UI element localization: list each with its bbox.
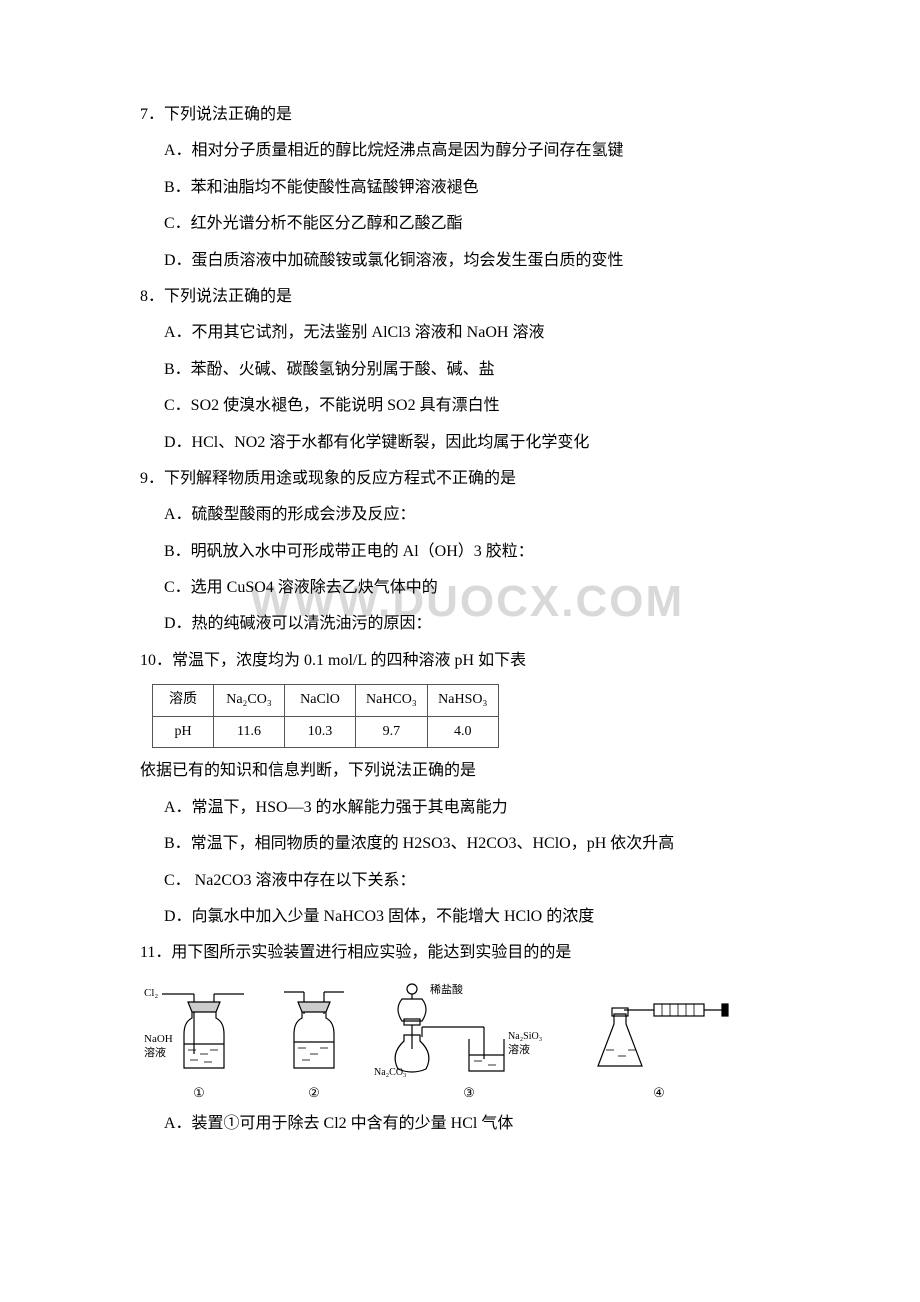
table-cell: Na₂CO₃ (214, 685, 285, 717)
fig2-number: ② (274, 1081, 354, 1106)
apparatus-2-icon (274, 984, 354, 1079)
q10-opt-d: D．向氯水中加入少量 NaHCO3 固体，不能增大 HClO 的浓度 (140, 902, 780, 932)
q10-opt-b: B．常温下，相同物质的量浓度的 H2SO3、H2CO3、HClO，pH 依次升高 (140, 829, 780, 859)
fig1-number: ① (144, 1081, 254, 1106)
q9-opt-c: C．选用 CuSO4 溶液除去乙炔气体中的 (140, 573, 780, 603)
table-cell: 9.7 (356, 716, 428, 748)
q9-opt-d: D．热的纯碱液可以清洗油污的原因： (140, 609, 780, 639)
q11-opt-a: A．装置①可用于除去 Cl2 中含有的少量 HCl 气体 (140, 1109, 780, 1139)
q10-lead: 依据已有的知识和信息判断，下列说法正确的是 (140, 756, 780, 786)
table-cell: 4.0 (427, 716, 498, 748)
q8-opt-b: B．苯酚、火碱、碳酸氢钠分别属于酸、碱、盐 (140, 355, 780, 385)
q7-opt-d: D．蛋白质溶液中加硫酸铵或氯化铜溶液，均会发生蛋白质的变性 (140, 246, 780, 276)
apparatus-2: ② (274, 984, 354, 1106)
table-row-header: pH (153, 716, 214, 748)
table-cell: 10.3 (285, 716, 356, 748)
q10-opt-c: C． Na2CO3 溶液中存在以下关系： (140, 866, 780, 896)
q9-opt-b: B．明矾放入水中可形成带正电的 Al（OH）3 胶粒： (140, 537, 780, 567)
table-col-header: 溶质 (153, 685, 214, 717)
na2co3-label: Na₂CO₃ (374, 1067, 407, 1078)
table-cell: NaHSO₃ (427, 685, 498, 717)
apparatus-4: ④ (584, 984, 734, 1106)
soln-label: 溶液 (144, 1045, 166, 1059)
apparatus-1-icon: Cl₂ NaOH 溶液 (144, 984, 254, 1079)
cl2-label: Cl₂ (144, 987, 158, 999)
table-cell: NaHCO₃ (356, 685, 428, 717)
soln2-label: 溶液 (508, 1042, 530, 1056)
q7-opt-b: B．苯和油脂均不能使酸性高锰酸钾溶液褪色 (140, 173, 780, 203)
q7-opt-c: C．红外光谱分析不能区分乙醇和乙酸乙酯 (140, 209, 780, 239)
q7-opt-a: A．相对分子质量相近的醇比烷烃沸点高是因为醇分子间存在氢键 (140, 136, 780, 166)
document-body: 7．下列说法正确的是 A．相对分子质量相近的醇比烷烃沸点高是因为醇分子间存在氢键… (140, 100, 780, 1140)
q8-opt-d: D．HCl、NO2 溶于水都有化学键断裂，因此均属于化学变化 (140, 428, 780, 458)
naoh-label: NaOH (144, 1033, 173, 1045)
apparatus-1: Cl₂ NaOH 溶液 ① (144, 984, 254, 1106)
q11-figures: Cl₂ NaOH 溶液 ① (144, 979, 780, 1106)
q8-opt-a: A．不用其它试剂，无法鉴别 AlCl3 溶液和 NaOH 溶液 (140, 318, 780, 348)
na2sio3-label: Na₂SiO₃ (508, 1031, 542, 1042)
q11-stem: 11．用下图所示实验装置进行相应实验，能达到实验目的的是 (140, 938, 780, 968)
q7-stem: 7．下列说法正确的是 (140, 100, 780, 130)
q8-opt-c: C．SO2 使溴水褪色，不能说明 SO2 具有漂白性 (140, 391, 780, 421)
q10-stem: 10．常温下，浓度均为 0.1 mol/L 的四种溶液 pH 如下表 (140, 646, 780, 676)
fig3-number: ③ (374, 1081, 564, 1106)
q10-opt-a: A．常温下，HSO—3 的水解能力强于其电离能力 (140, 793, 780, 823)
table-cell: 11.6 (214, 716, 285, 748)
q10-table: 溶质 Na₂CO₃ NaClO NaHCO₃ NaHSO₃ pH 11.6 10… (152, 684, 780, 748)
q9-opt-a: A．硫酸型酸雨的形成会涉及反应： (140, 500, 780, 530)
q9-stem: 9．下列解释物质用途或现象的反应方程式不正确的是 (140, 464, 780, 494)
fig4-number: ④ (584, 1081, 734, 1106)
dilute-hcl-label: 稀盐酸 (430, 982, 463, 996)
table-cell: NaClO (285, 685, 356, 717)
q8-stem: 8．下列说法正确的是 (140, 282, 780, 312)
apparatus-3-icon: 稀盐酸 Na₂CO₃ Na₂SiO₃ 溶液 (374, 979, 564, 1079)
apparatus-4-icon (584, 984, 734, 1079)
apparatus-3: 稀盐酸 Na₂CO₃ Na₂SiO₃ 溶液 ③ (374, 979, 564, 1106)
